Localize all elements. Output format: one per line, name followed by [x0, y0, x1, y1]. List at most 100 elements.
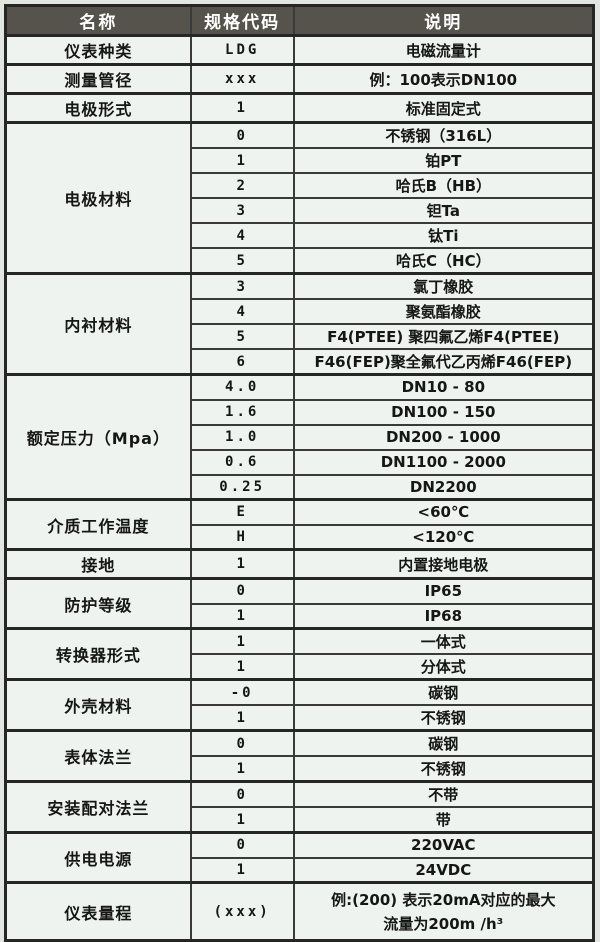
spec-description-cell: 碳钢 [292, 678, 595, 706]
table-row: 测量管径 xxx 例：100表示DN100 [4, 63, 595, 95]
spec-name-cell: 介质工作温度 [4, 498, 192, 551]
table-row: 接地 1 内置接地电极 [4, 548, 595, 580]
spec-code-cell: 1 [189, 704, 295, 732]
table-row: 1.6 DN100 - 150 [6, 398, 595, 426]
table-row: 0.6 DN1100 - 2000 [6, 448, 595, 476]
flowmeter-spec-table: 名称 规格代码 说明 仪表种类 LDG 电磁流量计 测量管径 xxx 例：100表示DN1… [4, 4, 595, 942]
spec-name-cell: 仪表量程 [4, 881, 192, 942]
table-row: 1 分体式 [6, 653, 595, 681]
spec-description-cell: 钛Ti [292, 222, 595, 249]
table-header: 名称 规格代码 说明 [4, 4, 595, 37]
spec-description-cell: 220VAC [292, 831, 595, 859]
spec-code-cell: 0 [189, 831, 295, 859]
spec-code-cell: 1 [189, 806, 295, 834]
spec-code-cell: 1 [189, 627, 295, 655]
table-row: 供电电源 0 220VAC [4, 831, 595, 884]
table-row: 表体法兰 0 碳钢 [4, 729, 595, 783]
table-row: 介质工作温度 E <60℃ [4, 498, 595, 551]
table-row: 安装配对法兰 0 不带 [4, 780, 595, 834]
spec-code-cell: E [189, 498, 295, 526]
spec-description-cell: 不锈钢 [292, 704, 595, 732]
spec-code-cell: 1 [189, 653, 295, 681]
spec-code-cell: 3 [189, 272, 295, 300]
table-row: H <120℃ [6, 523, 595, 551]
spec-description-cell: IP68 [292, 602, 595, 630]
spec-name-cell: 供电电源 [4, 831, 192, 884]
table-row: 4 钛Ti [6, 222, 595, 249]
spec-code-cell: 0 [189, 780, 295, 808]
table-row: 1 不锈钢 [6, 755, 595, 783]
table-row: 防护等级 0 IP65 [4, 577, 595, 630]
spec-code-cell: 1 [189, 147, 295, 174]
spec-description-cell: F46(FEP)聚全氟代乙丙烯F46(FEP) [292, 348, 595, 376]
col-header-name: 名称 [4, 4, 192, 37]
spec-description-cell: 例：100表示DN100 [292, 63, 595, 95]
table-row: 1 24VDC [6, 856, 595, 884]
spec-description-cell: 聚氨酯橡胶 [292, 298, 595, 325]
header-row: 名称 规格代码 说明 [4, 4, 595, 37]
spec-code-cell: 5 [189, 323, 295, 350]
table-row: 5 F4(PTEE) 聚四氟乙烯F4(PTEE) [6, 323, 595, 350]
spec-code-cell: 1.6 [189, 398, 295, 426]
spec-description-cell: 钽Ta [292, 197, 595, 224]
spec-code-cell: 6 [189, 348, 295, 376]
spec-name-cell: 内衬材料 [4, 272, 192, 376]
spec-name-cell: 电极形式 [4, 92, 192, 124]
table-row: 1 铂PT [6, 147, 595, 174]
spec-code-cell: 1 [189, 92, 295, 124]
spec-name-cell: 外壳材料 [4, 678, 192, 732]
table-row: 额定压力（Mpa） 4.0 DN10 - 80 [4, 373, 595, 501]
spec-code-cell: 1 [189, 755, 295, 783]
spec-description-cell: 哈氏B（HB） [292, 172, 595, 199]
spec-description-cell: 不锈钢（316L） [292, 121, 595, 149]
spec-code-cell: (xxx) [189, 881, 295, 942]
spec-name-cell: 测量管径 [4, 63, 192, 95]
spec-description-cell: 不带 [292, 780, 595, 808]
spec-code-cell: 4.0 [189, 373, 295, 401]
spec-name-cell: 额定压力（Mpa） [4, 373, 192, 501]
spec-description-cell: 哈氏C（HC） [292, 247, 595, 275]
spec-code-cell: LDG [189, 34, 295, 66]
table-row: 仪表量程 (xxx) 例:(200) 表示20mA对应的最大 流量为200m /h³ [4, 881, 595, 942]
spec-description-cell: <60℃ [292, 498, 595, 526]
spec-code-cell: xxx [189, 63, 295, 95]
spec-description-cell: 氯丁橡胶 [292, 272, 595, 300]
spec-description-cell: DN10 - 80 [292, 373, 595, 401]
table-row: 6 F46(FEP)聚全氟代乙丙烯F46(FEP) [6, 348, 595, 376]
spec-name-cell: 表体法兰 [4, 729, 192, 783]
table-row: 内衬材料 3 氯丁橡胶 [4, 272, 595, 376]
col-header-code: 规格代码 [189, 4, 295, 37]
spec-name-cell: 仪表种类 [4, 34, 192, 66]
spec-code-cell: 0.25 [189, 473, 295, 501]
table-row: 外壳材料 -0 碳钢 [4, 678, 595, 732]
spec-description-cell: 内置接地电极 [292, 548, 595, 580]
spec-code-cell: 1.0 [189, 423, 295, 451]
table-row: 2 哈氏B（HB） [6, 172, 595, 199]
table-row: 电极形式 1 标准固定式 [4, 92, 595, 124]
spec-description-cell: 带 [292, 806, 595, 834]
col-header-description: 说明 [292, 4, 595, 37]
spec-description-cell: 不锈钢 [292, 755, 595, 783]
spec-code-cell: 5 [189, 247, 295, 275]
spec-name-cell: 安装配对法兰 [4, 780, 192, 834]
table-body: 仪表种类 LDG 电磁流量计 测量管径 xxx 例：100表示DN100 电极形式 1 标准固定… [4, 34, 595, 942]
spec-description-cell: F4(PTEE) 聚四氟乙烯F4(PTEE) [292, 323, 595, 350]
spec-code-cell: 0 [189, 121, 295, 149]
spec-code-cell: H [189, 523, 295, 551]
spec-name-cell: 转换器形式 [4, 627, 192, 681]
spec-description-cell: DN2200 [292, 473, 595, 501]
spec-code-cell: 4 [189, 222, 295, 249]
table-row: 仪表种类 LDG 电磁流量计 [4, 34, 595, 66]
spec-code-cell: 1 [189, 548, 295, 580]
table-row: 3 钽Ta [6, 197, 595, 224]
table-row: 4 聚氨酯橡胶 [6, 298, 595, 325]
spec-name-cell: 接地 [4, 548, 192, 580]
spec-code-cell: 0 [189, 577, 295, 605]
spec-description-cell: 例:(200) 表示20mA对应的最大 流量为200m /h³ [292, 881, 595, 942]
spec-code-cell: 3 [189, 197, 295, 224]
spec-code-cell: 4 [189, 298, 295, 325]
table-row: 0.25 DN2200 [6, 473, 595, 501]
spec-name-cell: 电极材料 [4, 121, 192, 275]
